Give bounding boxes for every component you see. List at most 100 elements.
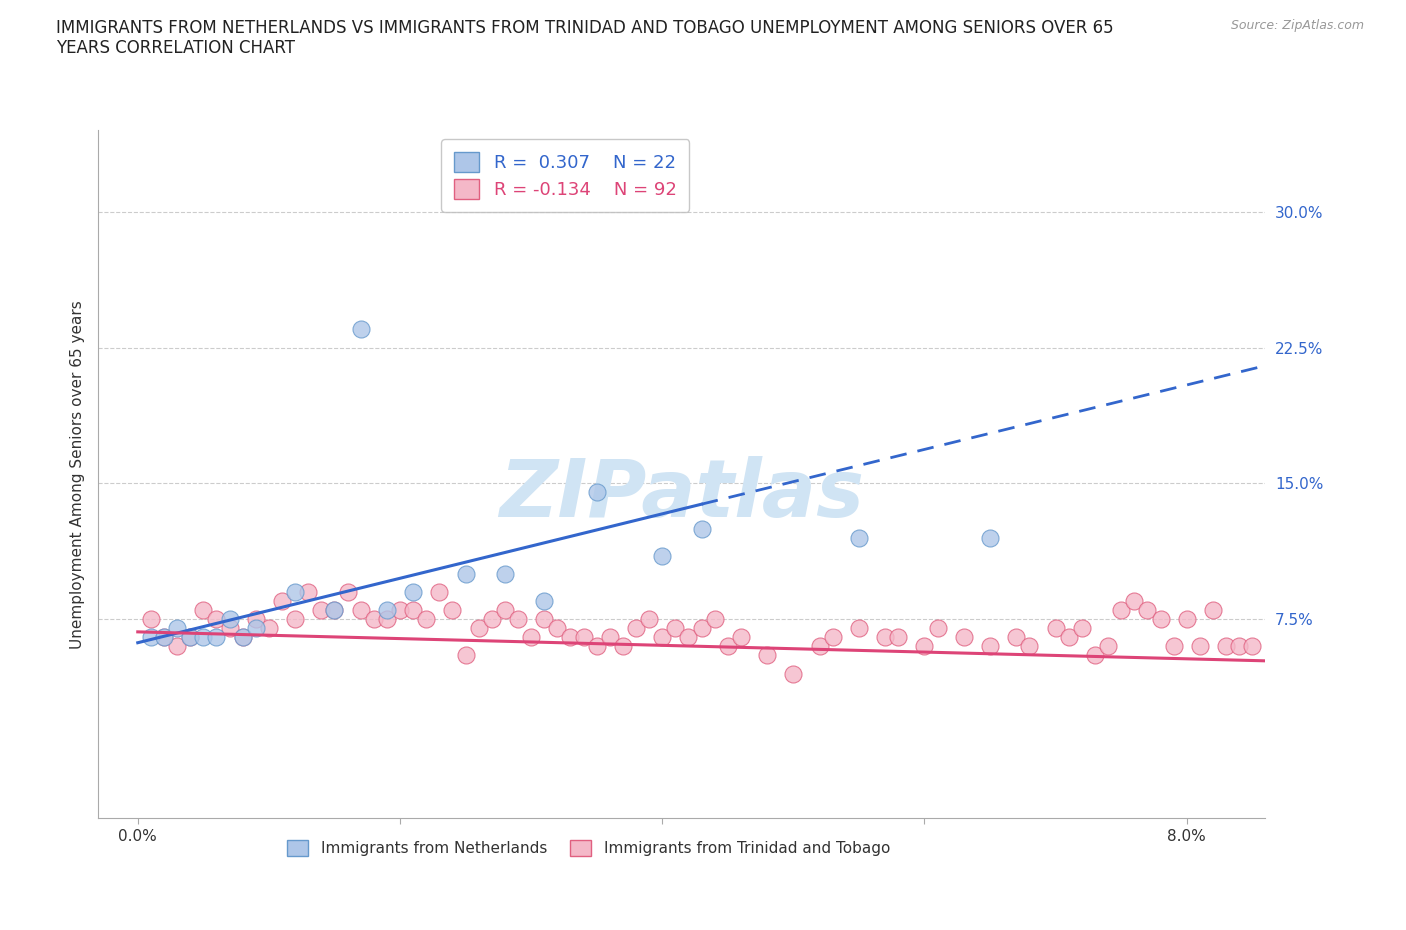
Point	[205, 612, 228, 627]
Point	[193, 630, 215, 644]
Point	[481, 612, 503, 627]
Point	[1241, 639, 1264, 654]
Point	[1163, 639, 1185, 654]
Point	[441, 603, 464, 618]
Point	[1045, 621, 1067, 636]
Point	[599, 630, 621, 644]
Point	[402, 603, 425, 618]
Y-axis label: Unemployment Among Seniors over 65 years: Unemployment Among Seniors over 65 years	[69, 300, 84, 649]
Point	[1175, 612, 1198, 627]
Point	[218, 612, 240, 627]
Point	[1202, 603, 1225, 618]
Point	[402, 585, 425, 600]
Point	[585, 485, 607, 499]
Point	[979, 530, 1001, 545]
Point	[887, 630, 910, 644]
Point	[257, 621, 280, 636]
Point	[1084, 648, 1107, 663]
Point	[651, 549, 673, 564]
Point	[1005, 630, 1028, 644]
Point	[953, 630, 976, 644]
Point	[1215, 639, 1237, 654]
Point	[284, 585, 307, 600]
Point	[166, 639, 188, 654]
Point	[427, 585, 450, 600]
Text: IMMIGRANTS FROM NETHERLANDS VS IMMIGRANTS FROM TRINIDAD AND TOBAGO UNEMPLOYMENT : IMMIGRANTS FROM NETHERLANDS VS IMMIGRANT…	[56, 19, 1114, 58]
Point	[205, 630, 228, 644]
Point	[284, 612, 307, 627]
Point	[664, 621, 686, 636]
Point	[1070, 621, 1092, 636]
Point	[454, 648, 477, 663]
Point	[690, 521, 713, 536]
Text: Source: ZipAtlas.com: Source: ZipAtlas.com	[1230, 19, 1364, 32]
Point	[467, 621, 489, 636]
Point	[1227, 639, 1250, 654]
Point	[520, 630, 543, 644]
Point	[350, 603, 373, 618]
Point	[375, 603, 398, 618]
Point	[166, 621, 188, 636]
Text: ZIPatlas: ZIPatlas	[499, 456, 865, 534]
Point	[271, 593, 294, 608]
Point	[1123, 593, 1146, 608]
Point	[624, 621, 647, 636]
Point	[1188, 639, 1211, 654]
Point	[979, 639, 1001, 654]
Point	[1057, 630, 1080, 644]
Point	[533, 612, 555, 627]
Point	[297, 585, 319, 600]
Point	[1109, 603, 1132, 618]
Point	[139, 612, 162, 627]
Point	[730, 630, 752, 644]
Point	[690, 621, 713, 636]
Point	[546, 621, 568, 636]
Point	[179, 630, 201, 644]
Point	[153, 630, 176, 644]
Point	[703, 612, 725, 627]
Point	[782, 666, 804, 681]
Point	[1018, 639, 1040, 654]
Point	[651, 630, 673, 644]
Point	[756, 648, 779, 663]
Point	[638, 612, 661, 627]
Point	[875, 630, 897, 644]
Point	[494, 566, 516, 581]
Point	[821, 630, 844, 644]
Point	[153, 630, 176, 644]
Point	[245, 612, 267, 627]
Point	[323, 603, 346, 618]
Point	[914, 639, 936, 654]
Point	[139, 630, 162, 644]
Point	[232, 630, 254, 644]
Point	[560, 630, 582, 644]
Point	[1149, 612, 1171, 627]
Legend: Immigrants from Netherlands, Immigrants from Trinidad and Tobago: Immigrants from Netherlands, Immigrants …	[281, 833, 896, 862]
Point	[808, 639, 831, 654]
Point	[218, 621, 240, 636]
Point	[678, 630, 700, 644]
Point	[388, 603, 411, 618]
Point	[848, 621, 870, 636]
Point	[533, 593, 555, 608]
Point	[572, 630, 595, 644]
Point	[585, 639, 607, 654]
Point	[717, 639, 740, 654]
Point	[415, 612, 437, 627]
Point	[245, 621, 267, 636]
Point	[494, 603, 516, 618]
Point	[927, 621, 949, 636]
Point	[336, 585, 359, 600]
Point	[323, 603, 346, 618]
Point	[179, 630, 201, 644]
Point	[612, 639, 634, 654]
Point	[506, 612, 529, 627]
Point	[232, 630, 254, 644]
Point	[454, 566, 477, 581]
Point	[1097, 639, 1119, 654]
Point	[311, 603, 333, 618]
Point	[375, 612, 398, 627]
Point	[848, 530, 870, 545]
Point	[363, 612, 385, 627]
Point	[193, 603, 215, 618]
